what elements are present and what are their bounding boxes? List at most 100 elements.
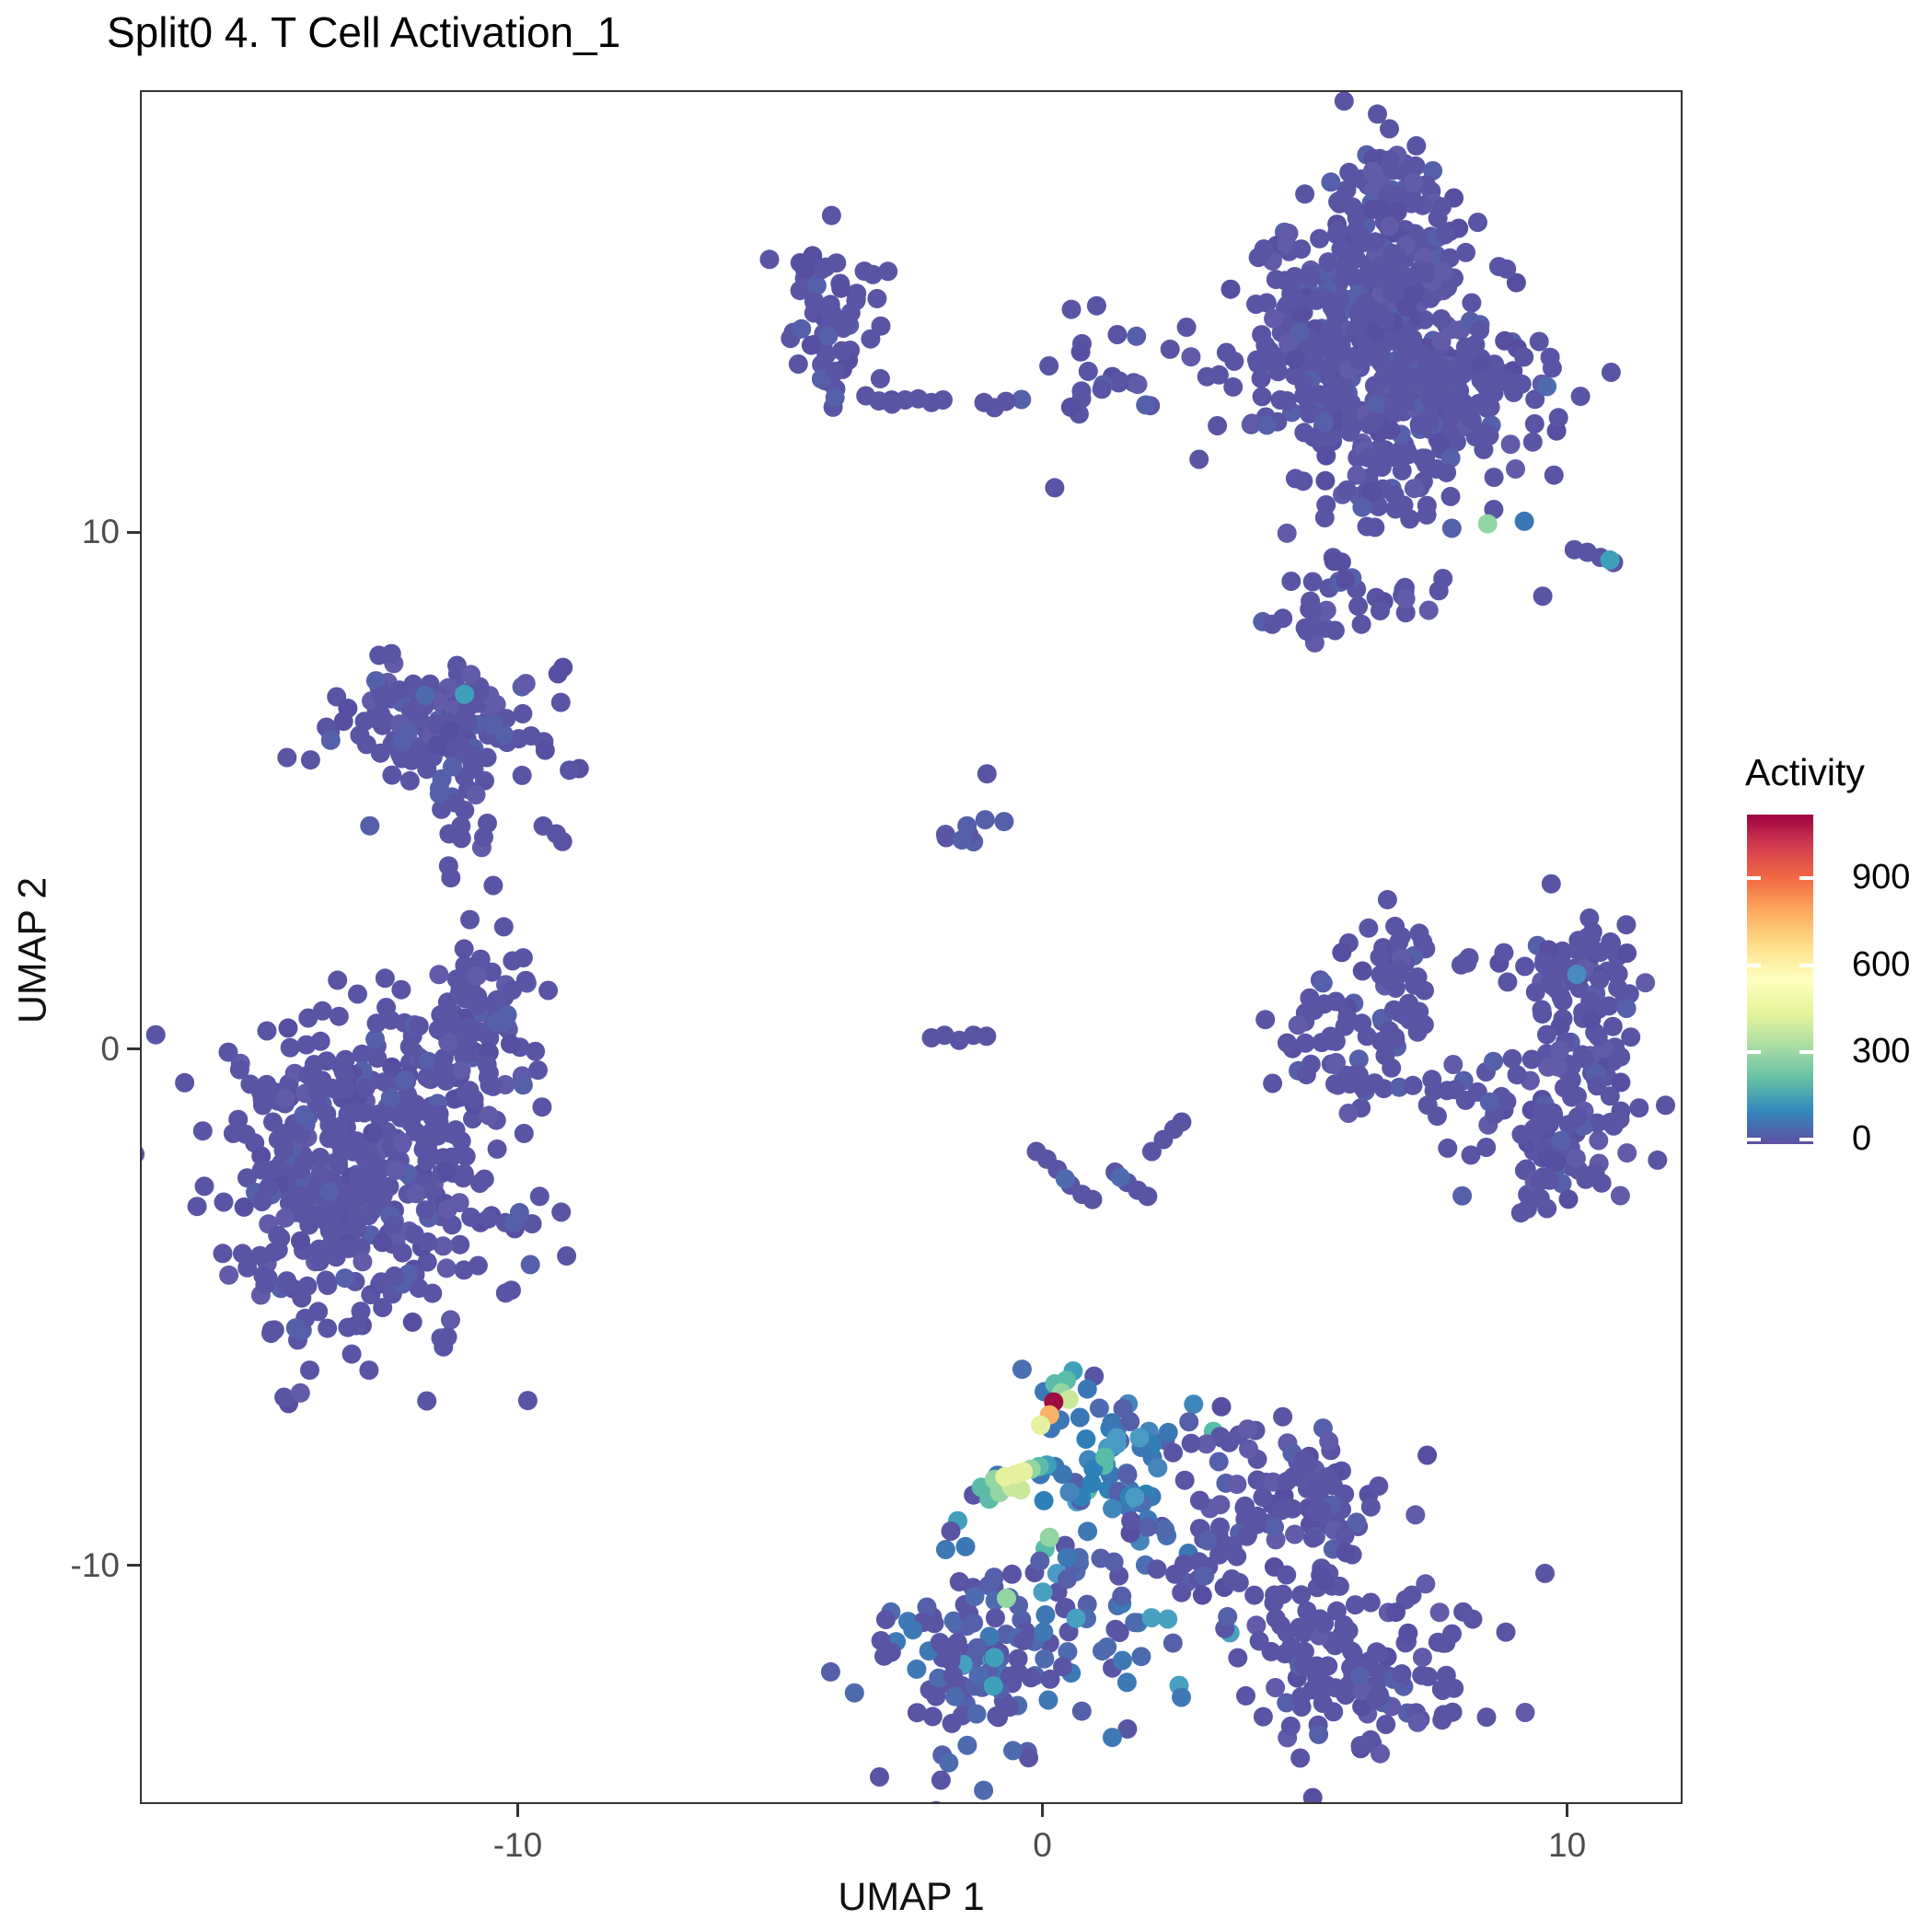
data-point (1089, 1398, 1109, 1418)
data-point (1533, 1004, 1553, 1024)
data-point (1181, 1433, 1201, 1453)
data-point (1477, 514, 1498, 534)
data-point (1285, 1524, 1305, 1544)
data-point (1371, 601, 1390, 620)
data-point (1148, 1458, 1168, 1478)
data-point (1003, 1741, 1023, 1761)
data-point (1420, 389, 1440, 410)
data-point (429, 965, 449, 985)
data-point (1141, 1608, 1162, 1628)
data-point (1456, 242, 1475, 262)
data-point (1336, 480, 1357, 500)
data-point (372, 709, 392, 729)
data-point (1533, 586, 1553, 607)
data-point (1325, 1031, 1346, 1051)
data-point (477, 1055, 497, 1075)
legend-title: Activity (1745, 751, 1865, 793)
data-point (957, 1735, 978, 1755)
data-point (295, 1151, 315, 1172)
data-point (1318, 359, 1338, 379)
data-point (1339, 262, 1359, 283)
data-point (456, 1146, 476, 1166)
data-point (936, 827, 956, 848)
data-point (382, 1057, 402, 1077)
data-point (1197, 1531, 1218, 1551)
data-point (355, 1078, 376, 1098)
data-point (1060, 397, 1081, 417)
data-point (460, 909, 480, 930)
data-point (251, 1146, 272, 1166)
data-point (933, 390, 953, 410)
data-point (1339, 162, 1359, 182)
data-point (1369, 394, 1389, 414)
data-point (1398, 445, 1418, 465)
data-point (481, 962, 502, 982)
data-point (968, 1665, 989, 1685)
data-point (310, 1147, 330, 1167)
data-point (1537, 1198, 1557, 1219)
colorbar-tick-label: 0 (1852, 1119, 1872, 1159)
data-point (1316, 445, 1336, 466)
data-point (1477, 399, 1498, 419)
data-point (1502, 1048, 1522, 1069)
data-point (1452, 1186, 1473, 1206)
data-point (1013, 1462, 1034, 1482)
data-point (382, 765, 402, 785)
colorbar-tick-mark (1799, 876, 1813, 881)
data-point (935, 1540, 955, 1559)
data-point (1326, 1053, 1346, 1072)
data-point (840, 303, 861, 323)
data-point (1511, 374, 1532, 394)
data-point (878, 261, 898, 282)
data-point (1034, 1490, 1054, 1510)
data-point (339, 1238, 359, 1258)
data-point (1348, 1049, 1369, 1070)
data-point (844, 1683, 864, 1703)
x-tick-mark (1566, 1804, 1568, 1817)
data-point (268, 1240, 288, 1260)
data-point (1282, 1498, 1302, 1519)
data-point (359, 1360, 379, 1381)
data-point (521, 726, 541, 746)
data-point (1314, 412, 1334, 433)
data-point (1400, 366, 1419, 387)
data-point (1331, 238, 1351, 259)
data-point (1524, 414, 1544, 434)
data-point (455, 1023, 474, 1043)
data-point (450, 1234, 470, 1255)
data-point (1264, 308, 1284, 329)
data-point (1172, 1582, 1192, 1602)
data-point (1406, 1505, 1426, 1525)
data-point (1038, 1690, 1059, 1710)
data-point (552, 831, 573, 851)
data-point (952, 1706, 972, 1726)
data-point (1070, 1407, 1090, 1428)
data-point (274, 1387, 295, 1407)
data-point (994, 812, 1014, 832)
data-point (383, 1215, 403, 1235)
data-point (1325, 620, 1345, 641)
data-point (1290, 1748, 1311, 1768)
data-point (1376, 1715, 1396, 1734)
data-point (1494, 943, 1514, 963)
data-point (214, 1192, 234, 1212)
data-point (1369, 1643, 1388, 1663)
data-point (1352, 497, 1372, 517)
data-point (1192, 1585, 1212, 1605)
data-point (1138, 1517, 1158, 1537)
data-point (1035, 1605, 1056, 1625)
data-point (1375, 1046, 1395, 1066)
data-point (1337, 1007, 1358, 1027)
data-point (1601, 363, 1621, 382)
data-point (979, 1626, 1000, 1647)
data-point (821, 301, 841, 321)
data-point (1092, 379, 1112, 399)
data-point (1302, 572, 1323, 592)
data-point (1476, 371, 1497, 391)
data-point (1033, 1582, 1053, 1602)
data-point (1104, 1552, 1124, 1572)
umap-scatter-plot (142, 92, 1675, 1802)
data-point (1636, 973, 1656, 993)
data-point (1249, 1631, 1269, 1651)
data-point (300, 750, 320, 770)
